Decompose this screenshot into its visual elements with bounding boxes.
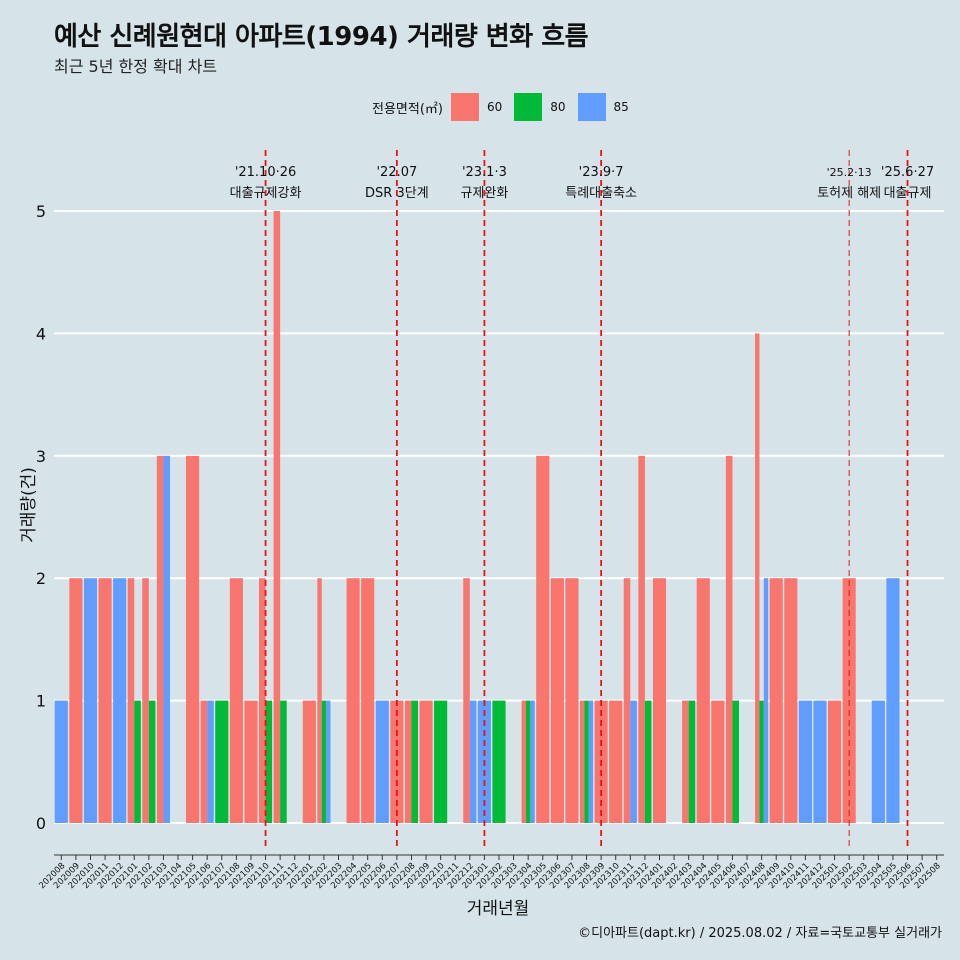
bar-202411-85 [798,700,812,823]
bar-202108-60 [229,578,243,823]
bar-202103-85 [163,455,170,823]
event-date-label: '23.1·3 [462,165,507,180]
bar-202111-80 [280,700,287,823]
bar-202403-60 [682,700,689,823]
source-caption: ©디아파트(dapt.kr) / 2025.08.02 / 자료=국토교통부 실… [578,926,942,941]
bar-202404-60 [696,578,710,823]
bar-202505-85 [886,578,900,823]
event-date-label: '25.6·27 [881,165,934,180]
event-date-label: '23.9·7 [579,165,624,180]
bar-202308-85 [588,700,594,823]
bar-202209-60 [419,700,433,823]
bar-202208-80 [411,700,419,823]
y-tick-label: 2 [36,569,46,588]
bar-202410-60 [784,578,798,823]
event-date-label: '21.10·26 [235,165,296,180]
bar-202012-85 [113,578,127,823]
bar-202202-80 [321,700,327,823]
event-desc-label: 토허제 해제 [817,186,881,201]
bar-202311-60 [623,578,631,823]
y-tick-label: 4 [36,324,46,343]
bar-202212-60 [463,578,470,823]
bar-202408-80 [759,700,764,823]
bar-202111-60 [273,211,281,823]
bar-202406-60 [725,455,733,823]
bar-202408-60 [755,333,760,823]
bar-202312-80 [644,700,652,823]
legend-title: 전용면적(㎡) [372,101,443,117]
bar-202202-60 [317,578,322,823]
bar-202102-60 [142,578,149,823]
bar-202412-85 [813,700,827,823]
bar-202206-85 [375,700,389,823]
y-tick-label: 5 [36,202,46,221]
bar-202101-80 [134,700,141,823]
bar-202312-60 [638,455,645,823]
bar-202308-60 [579,700,585,823]
bar-202212-85 [469,700,477,823]
bar-202110-60 [258,578,266,823]
bar-202204-60 [346,578,360,823]
event-desc-label: 대출규제 [884,186,932,201]
bar-202010-85 [83,578,98,823]
bar-202307-60 [565,578,579,823]
bar-202109-60 [244,700,258,823]
chart-subtitle: 최근 5년 한정 확대 차트 [54,57,218,76]
event-date-label: '25.2·13 [827,166,872,179]
legend-key-80 [514,93,543,121]
bar-202107-80 [215,700,229,823]
bar-202308-80 [584,700,589,823]
y-axis-title: 거래량(건) [19,467,39,543]
legend-label-85: 85 [613,100,629,114]
bar-202105-60 [186,455,200,823]
event-desc-label: 규제완화 [460,186,508,201]
event-desc-label: DSR 3단계 [365,186,429,201]
bar-202106-85 [207,700,214,823]
legend-label-60: 60 [486,100,503,114]
x-axis-title: 거래년월 [467,899,530,919]
bar-202408-85 [763,578,769,823]
chart-title: 예산 신례원현대 아파트(1994) 거래량 변화 흐름 [54,22,589,52]
bar-202405-60 [711,700,725,823]
bar-202409-60 [769,578,783,823]
bar-202008-85 [54,700,68,823]
legend-key-60 [450,93,479,121]
bar-202310-60 [609,700,623,823]
bar-202305-60 [536,455,550,823]
bar-202208-60 [404,700,412,823]
bar-202201-60 [302,700,316,823]
bar-202304-80 [525,700,531,823]
bar-202103-60 [156,455,164,823]
y-tick-label: 0 [36,814,46,833]
bar-202501-60 [828,700,842,823]
legend-label-80: 80 [550,100,566,114]
bar-202304-85 [530,700,535,823]
bar-202101-60 [127,578,135,823]
legend-key-85 [577,93,606,121]
y-tick-label: 1 [36,692,46,711]
y-tick-label: 3 [36,447,46,466]
bar-202202-85 [326,700,331,823]
bar-202304-60 [521,700,526,823]
bar-202302-80 [492,700,506,823]
event-desc-label: 대출규제강화 [230,186,302,201]
bar-202011-60 [98,578,112,823]
event-date-label: '22.07 [376,165,417,180]
bar-202106-60 [200,700,208,823]
bar-202102-80 [148,700,156,823]
bar-202110-80 [265,700,273,823]
bar-202311-85 [630,700,637,823]
bar-202009-60 [69,578,83,823]
bar-202205-60 [361,578,375,823]
legend: 전용면적(㎡) 60 80 85 [372,93,641,121]
bar-202403-80 [688,700,696,823]
bar-202306-60 [550,578,564,823]
event-desc-label: 특례대출축소 [565,186,637,201]
bar-202401-60 [652,578,667,823]
bar-202406-80 [732,700,740,823]
bar-202504-85 [871,700,885,823]
bar-202210-80 [434,700,448,823]
